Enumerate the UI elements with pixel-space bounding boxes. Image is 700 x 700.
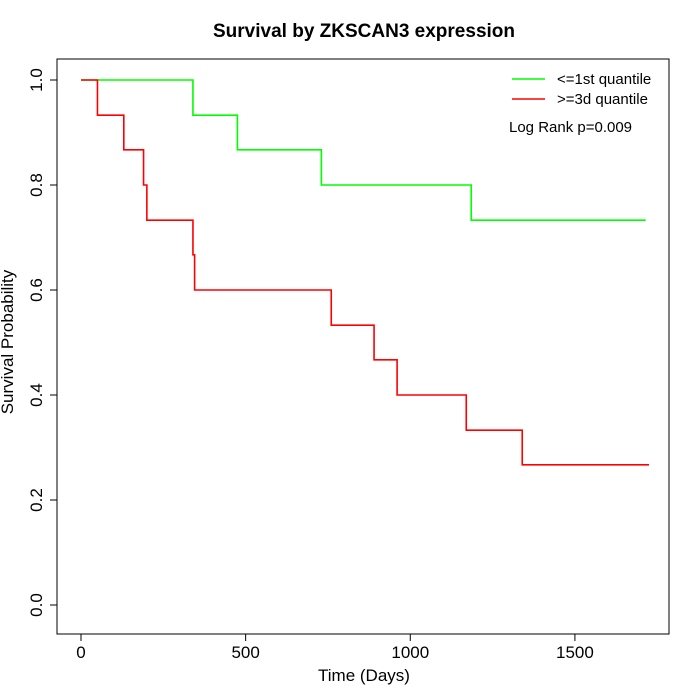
x-tick-label: 1500 xyxy=(556,643,594,662)
y-axis: 0.0 0.2 0.4 0.6 0.8 1.0 xyxy=(27,68,58,617)
x-tick-label: 1000 xyxy=(391,643,429,662)
x-tick-label: 0 xyxy=(76,643,85,662)
survival-curve-2 xyxy=(81,79,649,466)
y-tick-label: 0.0 xyxy=(27,593,46,617)
y-tick-label: 0.8 xyxy=(27,173,46,197)
y-axis-label: Survival Probability xyxy=(0,269,17,414)
legend: <=1st quantile >=3d quantile xyxy=(512,71,651,108)
chart-title: Survival by ZKSCAN3 expression xyxy=(213,21,515,42)
y-tick-label: 0.2 xyxy=(27,488,46,512)
legend-label: >=3d quantile xyxy=(557,91,648,108)
y-tick-label: 1.0 xyxy=(27,68,46,92)
x-axis: 0 500 1000 1500 xyxy=(76,633,594,662)
y-tick-label: 0.4 xyxy=(27,383,46,407)
plot-frame xyxy=(56,58,670,635)
x-tick-label: 500 xyxy=(231,643,259,662)
y-tick-label: 0.6 xyxy=(27,278,46,302)
survival-curve-1 xyxy=(81,79,646,221)
log-rank-annotation: Log Rank p=0.009 xyxy=(509,119,632,136)
series-layer xyxy=(81,79,649,466)
x-axis-label: Time (Days) xyxy=(318,666,410,685)
legend-label: <=1st quantile xyxy=(557,71,651,88)
